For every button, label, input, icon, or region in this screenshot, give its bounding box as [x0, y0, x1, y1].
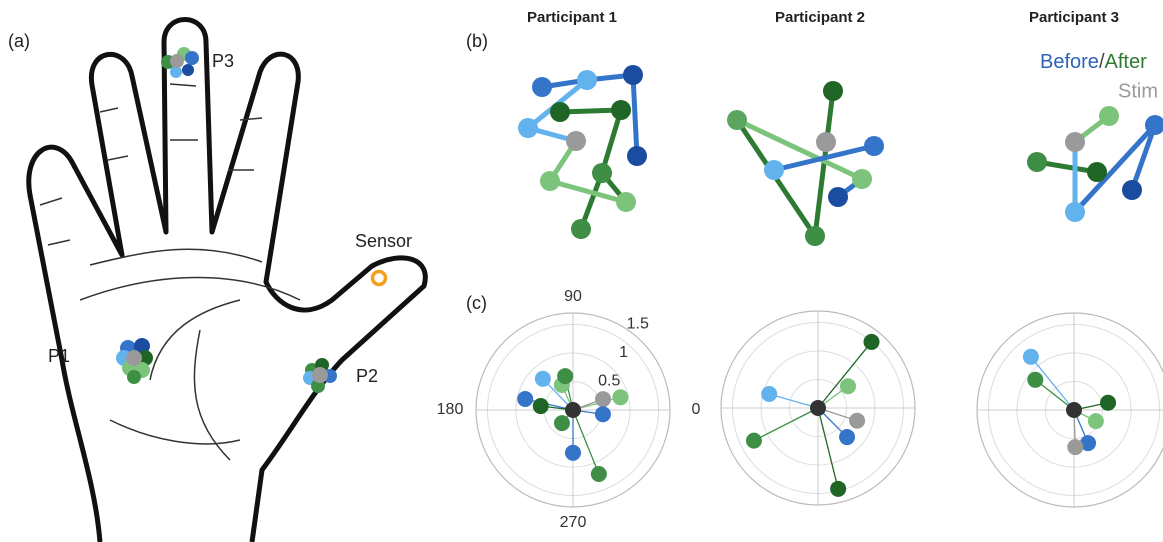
polar-point	[810, 400, 826, 416]
polar-point	[532, 398, 549, 415]
polar-stem	[1030, 356, 1075, 411]
polar-point	[839, 429, 856, 446]
polar-stem	[572, 409, 600, 475]
polar-point	[595, 391, 612, 408]
theta-tick-label: 90	[564, 288, 582, 305]
polar-point	[1027, 371, 1044, 388]
polar-point	[1087, 413, 1104, 430]
marker-label: P3	[212, 51, 234, 71]
polar-point	[557, 368, 574, 385]
r-tick-label: 1.5	[627, 316, 649, 333]
polar-point	[565, 402, 581, 418]
polar-point	[590, 466, 607, 483]
polar-point	[594, 406, 611, 423]
polar-stem	[769, 393, 819, 409]
network-plots	[518, 65, 1163, 246]
polar-point	[517, 390, 534, 407]
r-tick-label: 0.5	[598, 373, 620, 390]
polar-stem	[817, 341, 873, 409]
polar-point	[761, 386, 778, 403]
theta-tick-label: 270	[560, 514, 587, 531]
panel-label: (b)	[466, 31, 488, 51]
panel-label: (c)	[466, 293, 487, 313]
marker-clusters	[116, 47, 388, 393]
polar-point	[1067, 439, 1084, 456]
polar-point	[1080, 435, 1097, 452]
hand-drawing	[26, 17, 428, 542]
participant-title: Participant 2	[775, 9, 865, 26]
polar-stem	[525, 398, 574, 411]
polar-point	[1100, 394, 1117, 411]
panel-label: (a)	[8, 31, 30, 51]
polar-stem	[753, 407, 819, 442]
legend: Before/After	[1040, 51, 1147, 73]
legend-before: Before	[1040, 51, 1099, 73]
participant-title: Participant 3	[1029, 9, 1119, 26]
polar-stem	[817, 407, 839, 489]
polar-point	[612, 389, 629, 406]
legend-slash: /	[1099, 51, 1105, 73]
sensor-label: Sensor	[355, 231, 412, 251]
marker-label: P1	[48, 346, 70, 366]
polar-point	[534, 370, 551, 387]
legend-after: After	[1105, 51, 1148, 73]
theta-tick-label: 0	[692, 401, 701, 418]
polar-point	[840, 378, 857, 395]
polar-point	[849, 412, 866, 429]
r-tick-label: 1	[619, 344, 628, 361]
polar-point	[745, 432, 762, 449]
participant-title: Participant 1	[527, 9, 617, 26]
polar-point	[830, 480, 847, 497]
marker-label: P2	[356, 366, 378, 386]
polar-point	[1066, 402, 1082, 418]
polar-plots: 0.5 1 1.5 0 90 180 270	[437, 288, 1163, 531]
polar-point	[553, 415, 570, 432]
polar-point	[565, 444, 581, 461]
theta-tick-label: 180	[437, 401, 464, 418]
legend-stim: Stim	[1118, 80, 1158, 102]
polar-stem	[1034, 379, 1075, 411]
polar-point	[1022, 348, 1039, 365]
polar-point	[863, 333, 880, 350]
